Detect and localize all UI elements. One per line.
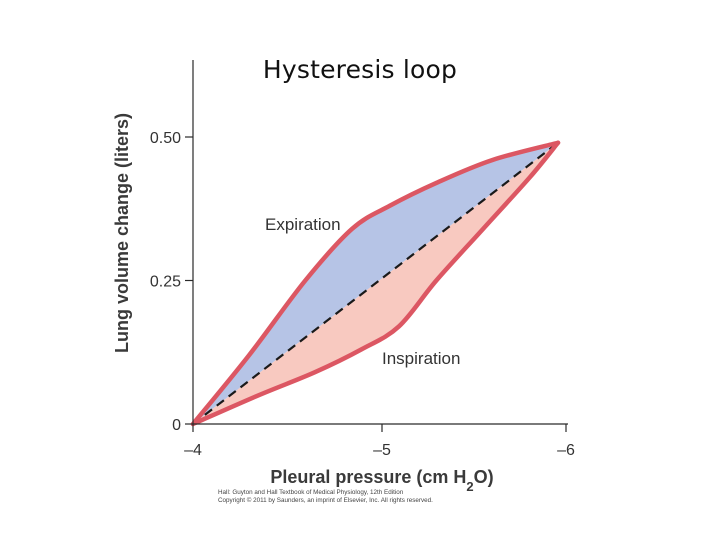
credit-line-2: Copyright © 2011 by Saunders, an imprint… xyxy=(218,497,433,504)
dashed-diagonal-line xyxy=(192,141,559,425)
x-tick-label: –4 xyxy=(184,442,202,459)
text-layer: Pleural pressure (cm H2O) Lung volume cha… xyxy=(112,113,494,494)
slide-title: Hysteresis loop xyxy=(262,55,458,84)
x-axis-title: Pleural pressure (cm H2O) xyxy=(270,467,493,494)
curve-layer xyxy=(190,140,561,427)
expiration-curve xyxy=(190,140,561,427)
tick-layer: 0 0.25 0.50 –4 –5 –6 xyxy=(150,130,575,459)
x-tick-label: –5 xyxy=(373,442,391,459)
y-tick-label: 0.25 xyxy=(150,274,181,291)
y-tick-label: 0.50 xyxy=(150,130,181,147)
axes xyxy=(192,60,568,425)
expiration-label: Expiration xyxy=(265,215,341,234)
y-tick-label: 0 xyxy=(172,417,181,434)
inspiration-curve xyxy=(190,140,561,427)
inspiration-label: Inspiration xyxy=(382,349,460,368)
x-tick-label: –6 xyxy=(557,442,575,459)
credit-line-1: Hall: Guyton and Hall Textbook of Medica… xyxy=(218,489,404,496)
y-axis-title: Lung volume change (liters) xyxy=(112,113,132,353)
